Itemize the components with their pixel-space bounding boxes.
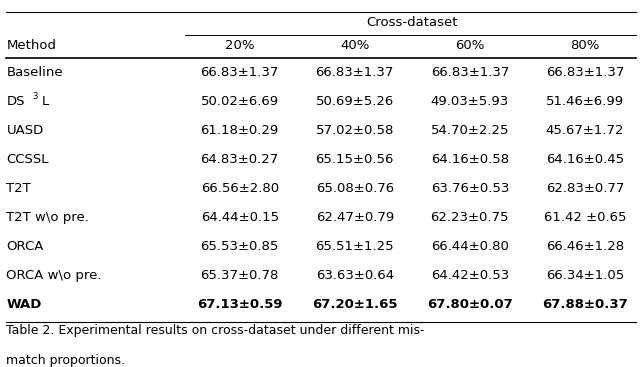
Text: T2T: T2T: [6, 182, 31, 195]
Text: 67.20±1.65: 67.20±1.65: [312, 298, 397, 311]
Text: Baseline: Baseline: [6, 66, 63, 79]
Text: 65.51±1.25: 65.51±1.25: [316, 240, 394, 253]
Text: 45.67±1.72: 45.67±1.72: [546, 124, 624, 137]
Text: 67.88±0.37: 67.88±0.37: [542, 298, 628, 311]
Text: CCSSL: CCSSL: [6, 153, 49, 166]
Text: 66.46±1.28: 66.46±1.28: [546, 240, 624, 253]
Text: 50.69±5.26: 50.69±5.26: [316, 95, 394, 108]
Text: 80%: 80%: [570, 39, 600, 52]
Text: 65.37±0.78: 65.37±0.78: [200, 269, 279, 282]
Text: 62.47±0.79: 62.47±0.79: [316, 211, 394, 224]
Text: 63.63±0.64: 63.63±0.64: [316, 269, 394, 282]
Text: 65.15±0.56: 65.15±0.56: [316, 153, 394, 166]
Text: 50.02±6.69: 50.02±6.69: [201, 95, 279, 108]
Text: 51.46±6.99: 51.46±6.99: [546, 95, 624, 108]
Text: 61.42 ±0.65: 61.42 ±0.65: [544, 211, 626, 224]
Text: 66.34±1.05: 66.34±1.05: [546, 269, 624, 282]
Text: Table 2. Experimental results on cross-dataset under different mis-: Table 2. Experimental results on cross-d…: [6, 324, 425, 337]
Text: 63.76±0.53: 63.76±0.53: [431, 182, 509, 195]
Text: 65.08±0.76: 65.08±0.76: [316, 182, 394, 195]
Text: 64.16±0.58: 64.16±0.58: [431, 153, 509, 166]
Text: L: L: [42, 95, 49, 108]
Text: DS: DS: [6, 95, 25, 108]
Text: 64.42±0.53: 64.42±0.53: [431, 269, 509, 282]
Text: 62.83±0.77: 62.83±0.77: [546, 182, 624, 195]
Text: T2T w\o pre.: T2T w\o pre.: [6, 211, 89, 224]
Text: 67.13±0.59: 67.13±0.59: [197, 298, 282, 311]
Text: WAD: WAD: [6, 298, 42, 311]
Text: UASD: UASD: [6, 124, 44, 137]
Text: Method: Method: [6, 39, 56, 52]
Text: 40%: 40%: [340, 39, 369, 52]
Text: 60%: 60%: [455, 39, 484, 52]
Text: 64.83±0.27: 64.83±0.27: [200, 153, 279, 166]
Text: 65.53±0.85: 65.53±0.85: [200, 240, 279, 253]
Text: 54.70±2.25: 54.70±2.25: [431, 124, 509, 137]
Text: match proportions.: match proportions.: [6, 354, 125, 367]
Text: 64.16±0.45: 64.16±0.45: [546, 153, 624, 166]
Text: 66.83±1.37: 66.83±1.37: [316, 66, 394, 79]
Text: 64.44±0.15: 64.44±0.15: [201, 211, 279, 224]
Text: ORCA: ORCA: [6, 240, 44, 253]
Text: Cross-dataset: Cross-dataset: [367, 17, 458, 29]
Text: 66.56±2.80: 66.56±2.80: [201, 182, 279, 195]
Text: 57.02±0.58: 57.02±0.58: [316, 124, 394, 137]
Text: 49.03±5.93: 49.03±5.93: [431, 95, 509, 108]
Text: 61.18±0.29: 61.18±0.29: [200, 124, 279, 137]
Text: 3: 3: [32, 92, 38, 101]
Text: 66.83±1.37: 66.83±1.37: [546, 66, 624, 79]
Text: 67.80±0.07: 67.80±0.07: [427, 298, 513, 311]
Text: ORCA w\o pre.: ORCA w\o pre.: [6, 269, 102, 282]
Text: 20%: 20%: [225, 39, 255, 52]
Text: 66.83±1.37: 66.83±1.37: [200, 66, 279, 79]
Text: 62.23±0.75: 62.23±0.75: [431, 211, 509, 224]
Text: 66.83±1.37: 66.83±1.37: [431, 66, 509, 79]
Text: 66.44±0.80: 66.44±0.80: [431, 240, 509, 253]
